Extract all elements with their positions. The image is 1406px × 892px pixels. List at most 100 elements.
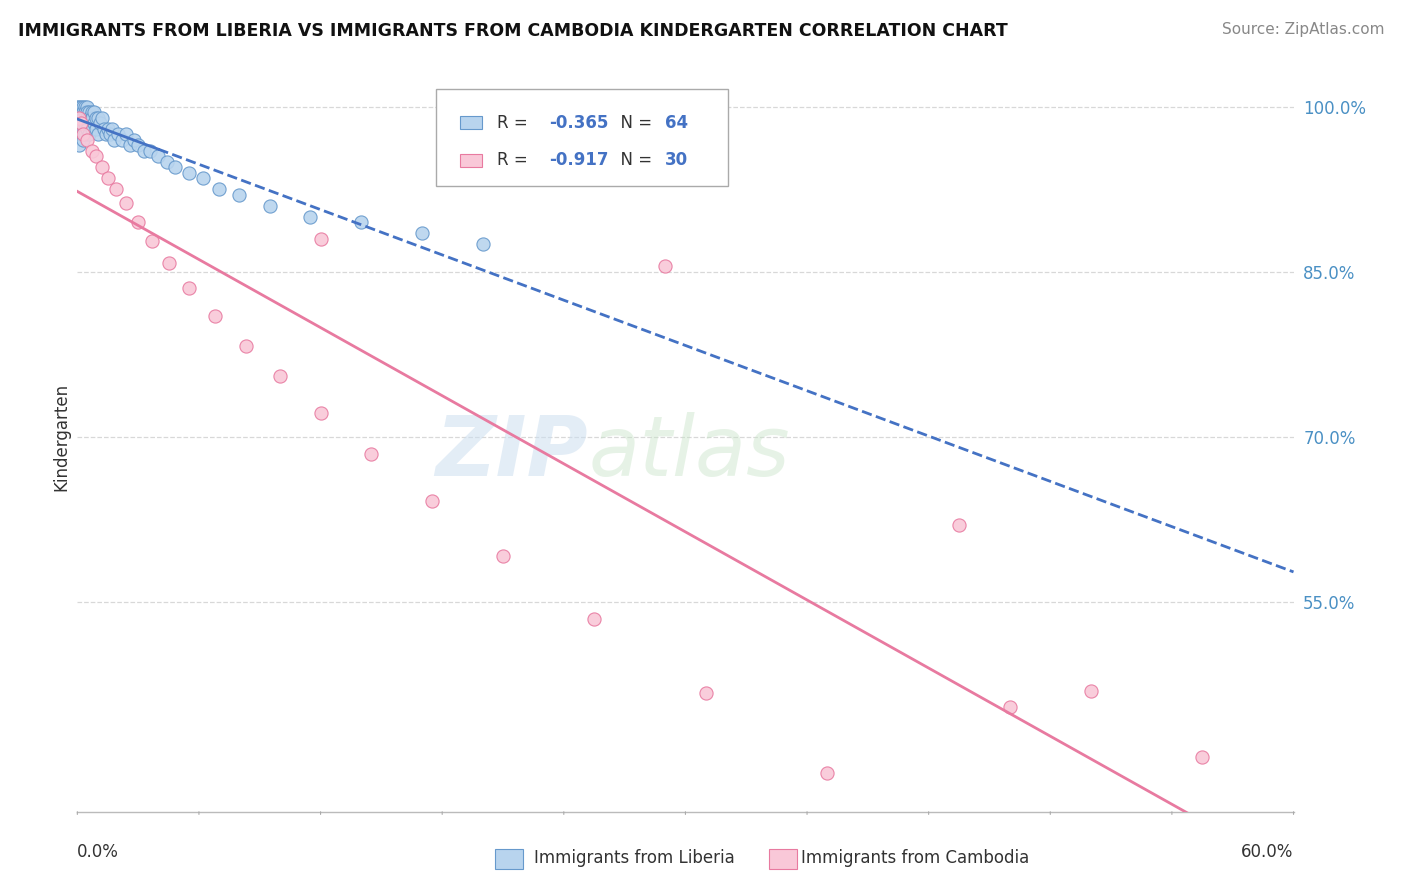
Point [1080, 683, 1102, 698]
Point [76, 111, 98, 125]
Point [115, 127, 138, 141]
Point [72, 105, 94, 120]
Point [101, 121, 124, 136]
Text: 30: 30 [665, 152, 688, 169]
Text: Source: ZipAtlas.com: Source: ZipAtlas.com [1222, 22, 1385, 37]
Point [139, 144, 162, 158]
Point [269, 369, 291, 384]
Point [67, 105, 90, 120]
Point [84, 111, 107, 125]
Point [815, 766, 838, 780]
Text: 64: 64 [665, 113, 688, 131]
Point [80, 111, 103, 125]
Point [80, 105, 103, 120]
Point [111, 132, 134, 146]
Point [70, 105, 93, 120]
Text: -0.917: -0.917 [550, 152, 609, 169]
Point [177, 166, 200, 180]
Point [72, 99, 94, 113]
Point [420, 494, 443, 508]
Point [79, 105, 101, 120]
Point [67, 111, 90, 125]
Point [998, 700, 1021, 714]
Point [127, 138, 149, 153]
Point [80, 121, 103, 136]
Point [76, 121, 98, 136]
FancyBboxPatch shape [460, 116, 482, 129]
Point [259, 199, 281, 213]
Point [67, 127, 90, 141]
Point [309, 406, 332, 420]
Point [107, 127, 129, 141]
Point [76, 105, 98, 120]
Point [72, 127, 94, 141]
Point [122, 132, 145, 146]
Point [86, 111, 108, 125]
Point [471, 237, 494, 252]
Point [299, 210, 322, 224]
Text: 0.0%: 0.0% [77, 843, 120, 861]
Point [66, 111, 89, 125]
Point [72, 132, 94, 146]
Point [1191, 749, 1213, 764]
Point [127, 215, 149, 229]
Point [93, 121, 115, 136]
FancyBboxPatch shape [460, 153, 482, 167]
Point [75, 116, 97, 130]
Point [118, 138, 141, 153]
Point [208, 182, 231, 196]
Point [134, 144, 156, 158]
Point [86, 127, 108, 141]
Text: ZIP: ZIP [436, 411, 588, 492]
Point [411, 226, 433, 240]
Point [583, 612, 606, 626]
Point [177, 281, 200, 295]
Point [103, 132, 125, 146]
Point [104, 182, 127, 196]
Point [75, 105, 97, 120]
Point [70, 116, 93, 130]
Point [228, 187, 250, 202]
FancyBboxPatch shape [436, 88, 728, 186]
Point [97, 121, 120, 136]
Point [492, 549, 515, 563]
Point [72, 111, 94, 125]
Text: Immigrants from Liberia: Immigrants from Liberia [534, 849, 735, 867]
Point [67, 99, 90, 113]
Point [67, 116, 90, 130]
Point [84, 149, 107, 163]
Point [89, 116, 111, 130]
Text: R =: R = [496, 113, 533, 131]
Point [654, 260, 676, 274]
Point [79, 127, 101, 141]
Point [695, 686, 717, 700]
Point [75, 127, 97, 141]
Point [70, 127, 93, 141]
Text: N =: N = [610, 113, 658, 131]
Point [90, 160, 112, 174]
Point [70, 99, 93, 113]
Text: R =: R = [496, 152, 533, 169]
Point [94, 127, 117, 141]
Point [90, 111, 112, 125]
Point [80, 144, 103, 158]
Point [75, 99, 97, 113]
Text: atlas: atlas [588, 411, 790, 492]
Point [84, 121, 107, 136]
Text: -0.365: -0.365 [550, 113, 609, 131]
Point [163, 160, 186, 174]
Y-axis label: Kindergarten: Kindergarten [52, 383, 70, 491]
Text: Immigrants from Cambodia: Immigrants from Cambodia [801, 849, 1029, 867]
Text: IMMIGRANTS FROM LIBERIA VS IMMIGRANTS FROM CAMBODIA KINDERGARTEN CORRELATION CHA: IMMIGRANTS FROM LIBERIA VS IMMIGRANTS FR… [18, 22, 1008, 40]
Point [350, 215, 373, 229]
Point [360, 447, 382, 461]
Point [98, 127, 121, 141]
Point [191, 171, 214, 186]
Point [948, 518, 970, 533]
Text: 60.0%: 60.0% [1241, 843, 1294, 861]
Point [155, 154, 177, 169]
Point [141, 234, 163, 248]
Point [79, 111, 101, 125]
Point [67, 138, 90, 153]
Point [148, 149, 170, 163]
